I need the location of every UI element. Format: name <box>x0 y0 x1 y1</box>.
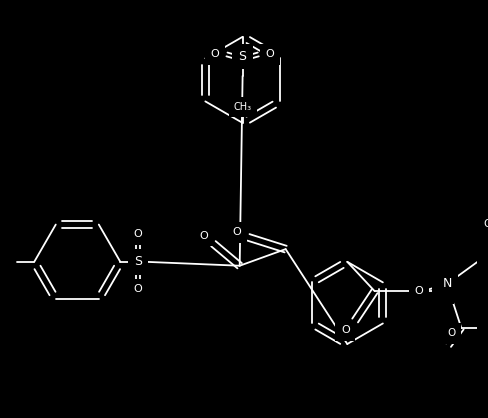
Text: CH₃: CH₃ <box>234 102 252 112</box>
Text: O: O <box>232 227 241 237</box>
Text: O: O <box>199 231 208 241</box>
Text: O: O <box>447 329 456 339</box>
Text: O: O <box>134 284 142 294</box>
Text: O: O <box>414 286 423 296</box>
Text: O: O <box>483 219 488 229</box>
Text: O: O <box>134 229 142 240</box>
Text: O: O <box>211 49 220 59</box>
Text: N: N <box>439 285 448 298</box>
Text: N: N <box>442 278 452 291</box>
Text: O: O <box>265 49 274 59</box>
Text: S: S <box>239 50 246 63</box>
Text: S: S <box>134 255 142 268</box>
Text: O: O <box>341 325 350 335</box>
